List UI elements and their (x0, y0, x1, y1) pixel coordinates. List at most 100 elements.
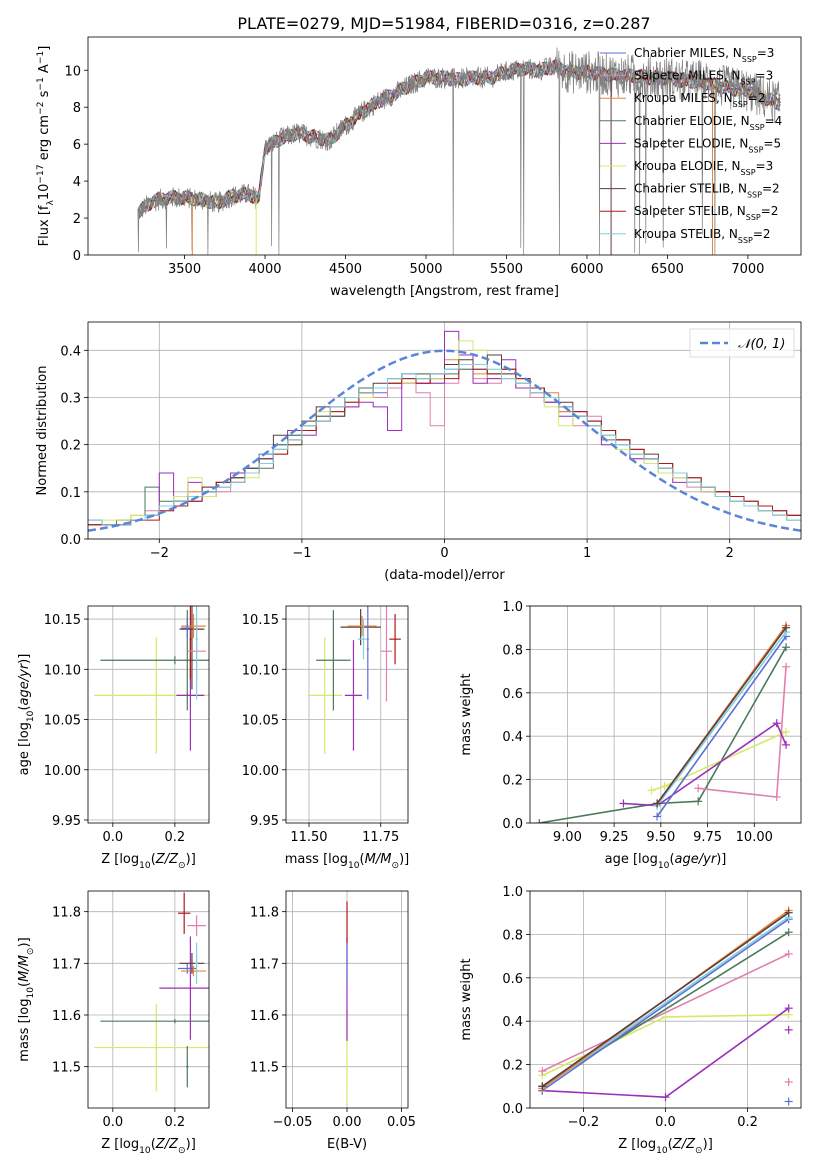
y-tick-label: 6 (73, 138, 81, 153)
x-tick-label: 0.00 (333, 1115, 362, 1130)
x-tick-label: 7000 (731, 262, 764, 277)
x-tick-label: 11.50 (290, 830, 327, 845)
legend-entry: Chabrier MILES, NSSP=3 (634, 46, 774, 64)
y-tick-label: 10.00 (242, 764, 279, 779)
legend-entry: Salpeter ELODIE, NSSP=5 (634, 136, 781, 154)
axes-frame (87, 36, 802, 256)
plot-area (137, 47, 781, 255)
mass-weight-line (656, 627, 787, 804)
y-tick-label: 11.6 (52, 1009, 81, 1024)
y-tick-label: 11.5 (250, 1061, 279, 1076)
x-tick-label: 9.75 (693, 830, 722, 845)
x-tick-label: 0.05 (387, 1115, 416, 1130)
axes-frame (87, 605, 210, 824)
y-tick-label: 0.2 (502, 774, 523, 789)
legend-entry: Chabrier ELODIE, NSSP=4 (634, 114, 782, 132)
mass-weight-line (623, 721, 787, 807)
y-tick-label: 0.4 (60, 344, 81, 359)
y-tick-label: 11.8 (250, 906, 279, 921)
y-axis-label: Normed distribution (35, 366, 50, 496)
plot-area (94, 606, 209, 754)
y-tick-label: 0.4 (502, 1015, 523, 1030)
axes-frame (87, 890, 210, 1109)
x-tick-label: 3500 (168, 262, 201, 277)
mass-weight-line (651, 731, 787, 792)
y-tick-label: 2 (73, 212, 81, 227)
axis-label: Z [log10(Z/Z⊙)] (101, 1137, 196, 1156)
axis-label: mass [log10(M/M⊙)] (285, 852, 409, 871)
x-tick-label: 1 (583, 546, 591, 561)
y-tick-label: 4 (73, 175, 81, 190)
x-tick-label: 9.50 (646, 830, 675, 845)
plot-area (538, 906, 793, 1106)
axis-label: Flux [fλ10−17 erg cm−2 s−1 A−1] (36, 46, 56, 247)
axis-label: Z [log10(Z/Z⊙)] (618, 1137, 713, 1156)
y-tick-label: 0.3 (60, 391, 81, 406)
y-tick-label: 1.0 (502, 600, 523, 615)
mass-weight-line (541, 918, 790, 1092)
x-tick-label: −0.05 (273, 1115, 313, 1130)
y-tick-label: 10.10 (44, 663, 81, 678)
mass-weight-line (541, 916, 790, 1090)
y-tick-label: 9.95 (52, 814, 81, 829)
y-tick-label: 10.00 (44, 764, 81, 779)
plot-area (307, 606, 401, 754)
mass-weight-line (541, 953, 790, 1072)
y-tick-label: 0.0 (502, 817, 523, 832)
legend-entry: Chabrier STELIB, NSSP=2 (634, 182, 780, 200)
y-axis-label: mass weight (459, 673, 474, 755)
axis-label: mass [log10(M/M⊙)] (17, 937, 36, 1061)
x-tick-label: 0.2 (737, 1115, 758, 1130)
x-tick-label: 0 (440, 546, 448, 561)
mass-weight-line (539, 646, 787, 823)
x-tick-label: 5000 (409, 262, 442, 277)
x-tick-label: 4000 (248, 262, 281, 277)
y-tick-label: 0.0 (502, 1102, 523, 1117)
y-tick-label: 9.95 (250, 814, 279, 829)
panel-mass-vs-extinction: −0.05 0.00 0.05 11.5 11.6 11.7 11.8 E(B-V) (250, 890, 416, 1152)
y-tick-label: 0.0 (60, 533, 81, 548)
mass-weight-line (541, 912, 790, 1087)
legend-entry: Kroupa STELIB, NSSP=2 (634, 227, 771, 245)
x-tick-label: −0.2 (568, 1115, 600, 1130)
legend-entry: Kroupa ELODIE, NSSP=3 (634, 159, 773, 177)
y-tick-label: 1.0 (502, 885, 523, 900)
figure-title: PLATE=0279, MJD=51984, FIBERID=0316, z=0… (237, 14, 650, 33)
y-tick-label: 0.8 (502, 928, 523, 943)
legend-entry: Kroupa MILES, NSSP=2 (634, 91, 765, 109)
y-axis-label: mass weight (459, 958, 474, 1040)
x-tick-label: 5500 (490, 262, 523, 277)
observed-spectrum-line (137, 47, 781, 255)
legend-entry: Salpeter STELIB, NSSP=2 (634, 204, 778, 222)
x-tick-label: 0.0 (102, 1115, 123, 1130)
plot-area (535, 621, 791, 823)
x-axis-label: (data-model)/error (384, 568, 505, 583)
axes-frame (529, 890, 802, 1109)
plot-area (94, 892, 209, 1092)
plot-area (88, 330, 801, 532)
axes-frame (285, 605, 409, 824)
y-tick-label: 8 (73, 101, 81, 116)
mass-weight-line (656, 631, 787, 807)
mass-weight-line (656, 635, 787, 817)
y-tick-label: 10.15 (242, 613, 279, 628)
legend: 𝒩(0, 1) (689, 328, 795, 358)
x-tick-label: 0.2 (165, 830, 186, 845)
legend-entry: 𝒩(0, 1) (738, 337, 785, 352)
panel-mass-weight-vs-metallicity: −0.2 0.0 0.2 0.0 0.2 0.4 0.6 0.8 1.0 Z [log10(Z/Z… (459, 885, 802, 1156)
y-tick-label: 11.6 (250, 1009, 279, 1024)
x-tick-label: 6000 (570, 262, 603, 277)
panel-mass-weight-vs-age: 9.00 9.25 9.50 9.75 10.00 0.0 0.2 0.4 0.6 0.8 1.0 a… (459, 600, 802, 871)
x-tick-label: 11.75 (362, 830, 399, 845)
y-tick-label: 11.7 (250, 957, 279, 972)
panel-age-vs-metallicity: 0.0 0.2 9.95 10.00 10.05 10.10 10.15 Z [log10(Z… (17, 605, 210, 871)
y-tick-label: 10.05 (242, 714, 279, 729)
axis-label: age [log10(age/yr)] (605, 852, 727, 871)
y-tick-label: 11.5 (52, 1061, 81, 1076)
x-tick-label: 9.00 (553, 830, 582, 845)
x-tick-label: 4500 (329, 262, 362, 277)
panel-spectrum: 3500 4000 4500 5000 5500 6000 6500 7000 0 2 4 6 8 10 w… (36, 36, 802, 299)
axis-label: Z [log10(Z/Z⊙)] (101, 852, 196, 871)
y-tick-label: 0.2 (502, 1059, 523, 1074)
